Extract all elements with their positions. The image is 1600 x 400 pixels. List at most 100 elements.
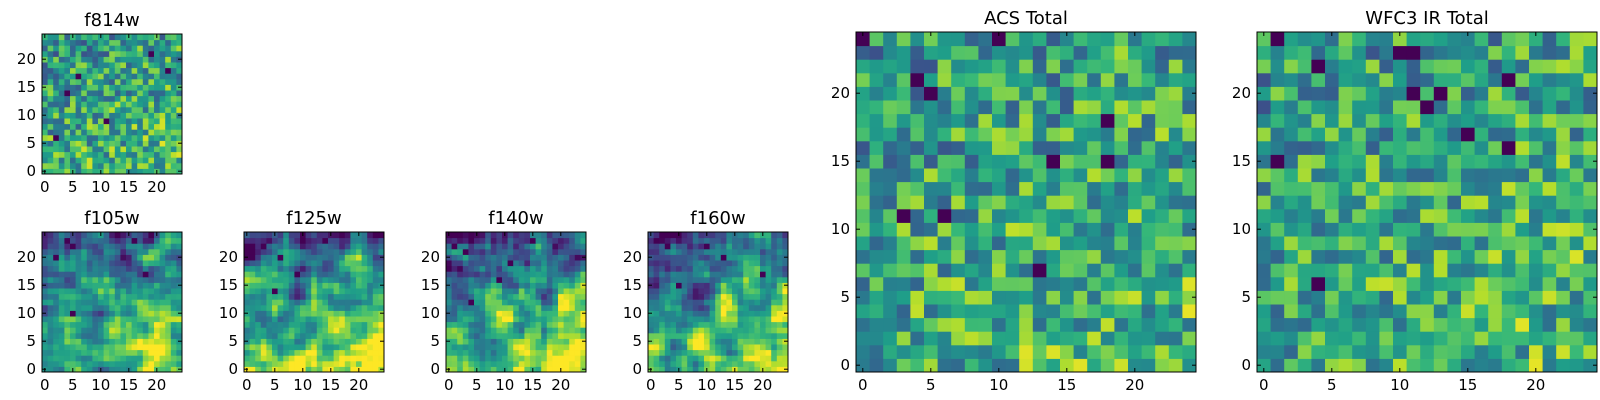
heatmap-cell xyxy=(47,151,54,158)
heatmap-cell xyxy=(1270,304,1285,319)
heatmap-cell xyxy=(311,344,318,351)
heatmap-cell xyxy=(126,84,133,91)
heatmap-cell xyxy=(165,232,172,239)
heatmap-cell xyxy=(883,154,898,169)
heatmap-cell xyxy=(58,338,65,345)
heatmap-cell xyxy=(249,344,256,351)
heatmap-cell xyxy=(53,321,60,328)
x-tick-label: 5 xyxy=(1327,376,1337,394)
heatmap-cell xyxy=(530,276,537,283)
heatmap-cell xyxy=(653,282,660,289)
heatmap-cell xyxy=(1297,208,1312,223)
heatmap-cell xyxy=(869,236,884,251)
heatmap-cell xyxy=(1087,59,1102,74)
heatmap-cell xyxy=(552,299,559,306)
heatmap-cell xyxy=(782,321,789,328)
heatmap-cell xyxy=(58,95,65,102)
heatmap-cell xyxy=(294,265,301,272)
heatmap-cell xyxy=(754,355,761,362)
heatmap-cell xyxy=(316,299,323,306)
heatmap-cell xyxy=(748,260,755,267)
heatmap-cell xyxy=(457,327,464,334)
heatmap-cell xyxy=(924,249,939,264)
heatmap-cell xyxy=(142,316,149,323)
heatmap-cell xyxy=(1447,181,1462,196)
heatmap-cell xyxy=(743,282,750,289)
heatmap-cell xyxy=(558,355,565,362)
plot-frame xyxy=(445,231,587,373)
heatmap-cell xyxy=(356,243,363,250)
heatmap-cell xyxy=(350,360,357,367)
heatmap-cell xyxy=(98,288,105,295)
heatmap-cell xyxy=(148,355,155,362)
heatmap-cell xyxy=(86,243,93,250)
heatmap-cell xyxy=(47,118,54,125)
heatmap-cell xyxy=(580,360,587,367)
heatmap-cell xyxy=(75,332,82,339)
heatmap-cell xyxy=(992,276,1007,291)
heatmap-cell xyxy=(272,299,279,306)
heatmap-cell xyxy=(732,282,739,289)
heatmap-cell xyxy=(165,106,172,113)
heatmap-cell xyxy=(856,263,871,278)
heatmap-cell xyxy=(333,276,340,283)
heatmap-cell xyxy=(131,50,138,57)
heatmap-cell xyxy=(676,360,683,367)
heatmap-cell xyxy=(249,332,256,339)
heatmap-cell xyxy=(869,72,884,87)
heatmap-cell xyxy=(951,208,966,223)
heatmap-cell xyxy=(1542,358,1557,373)
heatmap-cell xyxy=(339,260,346,267)
heatmap-cell xyxy=(47,232,54,239)
heatmap-cell xyxy=(70,304,77,311)
heatmap-cell xyxy=(474,316,481,323)
heatmap-cell xyxy=(372,248,379,255)
heatmap-cell xyxy=(266,282,273,289)
heatmap-cell xyxy=(490,243,497,250)
heatmap-cell xyxy=(490,232,497,239)
heatmap-cell xyxy=(1461,208,1476,223)
heatmap-cell xyxy=(1073,304,1088,319)
heatmap-cell xyxy=(86,321,93,328)
heatmap-cell xyxy=(350,276,357,283)
heatmap-cell xyxy=(1257,276,1272,291)
heatmap-cell xyxy=(720,310,727,317)
heatmap-cell xyxy=(92,134,99,141)
heatmap-cell xyxy=(42,316,49,323)
heatmap-cell xyxy=(288,366,295,373)
heatmap-cell xyxy=(1338,72,1353,87)
heatmap-cell xyxy=(569,332,576,339)
heatmap-cell xyxy=(255,243,262,250)
heatmap-cell xyxy=(58,327,65,334)
heatmap-cell xyxy=(558,304,565,311)
heatmap-cell xyxy=(978,249,993,264)
heatmap-cell xyxy=(485,288,492,295)
heatmap-cell xyxy=(176,271,183,278)
heatmap-cell xyxy=(142,299,149,306)
heatmap-cell xyxy=(333,316,340,323)
heatmap-cell xyxy=(103,349,110,356)
heatmap-cell xyxy=(648,321,655,328)
heatmap-cell xyxy=(311,248,318,255)
heatmap-cell xyxy=(142,146,149,153)
heatmap-cell xyxy=(142,248,149,255)
heatmap-cell xyxy=(1155,86,1170,101)
heatmap-cell xyxy=(479,355,486,362)
x-tick-label: 5 xyxy=(68,376,78,394)
heatmap-cell xyxy=(574,265,581,272)
heatmap-cell xyxy=(687,254,694,261)
heatmap-cell xyxy=(142,95,149,102)
heatmap-cell xyxy=(1100,140,1115,155)
heatmap-cell xyxy=(1420,113,1435,128)
heatmap-cell xyxy=(771,243,778,250)
heatmap-cell xyxy=(249,355,256,362)
heatmap-cell xyxy=(356,260,363,267)
x-tick-label: 15 xyxy=(1057,376,1076,394)
heatmap-cell xyxy=(546,254,553,261)
heatmap-cell xyxy=(726,243,733,250)
heatmap-cell xyxy=(754,288,761,295)
heatmap-cell xyxy=(1270,222,1285,237)
heatmap-cell xyxy=(1488,154,1503,169)
heatmap-cell xyxy=(176,243,183,250)
heatmap-cell xyxy=(732,260,739,267)
